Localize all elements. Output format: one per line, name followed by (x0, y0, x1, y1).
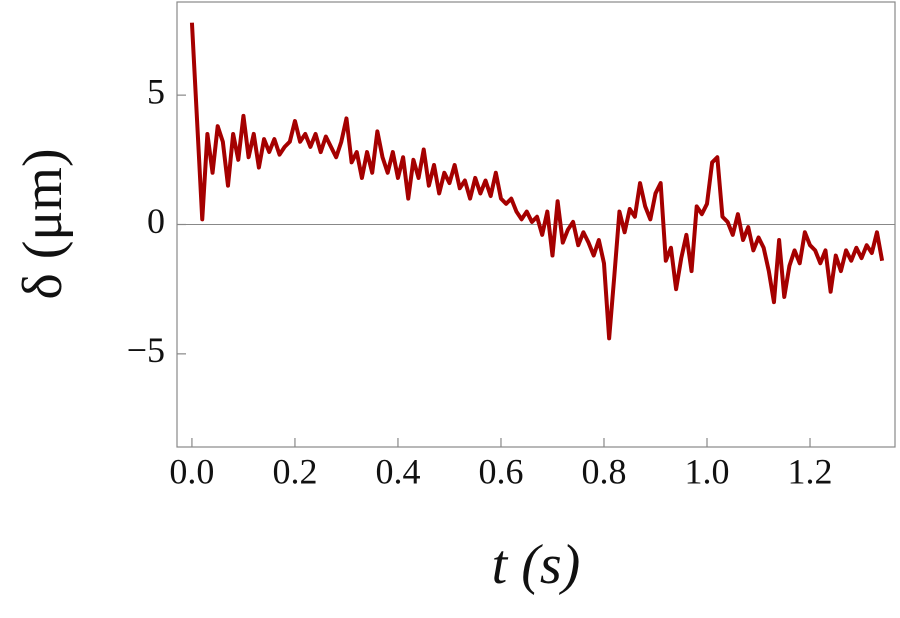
y-tick-label: 5 (147, 71, 165, 111)
x-tick-label: 0.6 (478, 451, 523, 491)
x-tick-label: 0.4 (375, 451, 420, 491)
y-tick-label: −5 (127, 330, 165, 370)
x-tick-label: 0.0 (169, 451, 214, 491)
data-line (189, 22, 885, 341)
x-tick-label: 1.0 (685, 451, 730, 491)
x-tick-label: 0.8 (581, 451, 626, 491)
x-tick-label: 1.2 (788, 451, 833, 491)
x-tick-label: 0.2 (272, 451, 317, 491)
y-axis-label: δ (μm) (12, 148, 74, 299)
x-axis-label: t (s) (492, 534, 581, 596)
y-tick-label: 0 (147, 201, 165, 241)
